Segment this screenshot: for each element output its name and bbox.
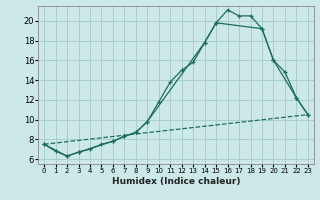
X-axis label: Humidex (Indice chaleur): Humidex (Indice chaleur) [112, 177, 240, 186]
